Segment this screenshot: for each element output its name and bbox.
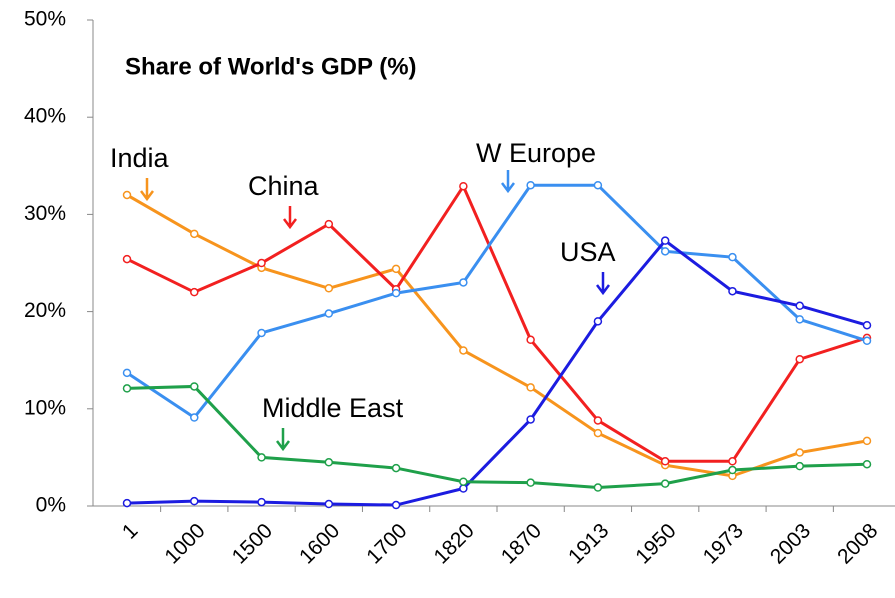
point <box>660 457 670 466</box>
point <box>324 458 334 467</box>
arrow <box>596 272 610 296</box>
point <box>459 278 468 287</box>
y-tick-label: 50% <box>24 8 66 31</box>
point <box>660 479 670 488</box>
point <box>324 309 334 318</box>
series-line <box>126 183 868 420</box>
point <box>795 315 804 324</box>
point <box>526 383 535 392</box>
x-tick-label: 1 <box>118 519 143 544</box>
x-tick-label: 1950 <box>631 519 680 568</box>
point <box>795 461 804 471</box>
point <box>257 328 266 338</box>
point <box>593 180 603 190</box>
series-label: USA <box>560 237 616 267</box>
chart-title: Share of World's GDP (%) <box>125 53 417 80</box>
point <box>324 284 334 293</box>
point <box>795 301 804 311</box>
point <box>526 415 535 424</box>
x-tick-label: 1870 <box>497 519 546 568</box>
point <box>862 436 872 446</box>
x-tick-label: 1913 <box>564 519 613 568</box>
point <box>324 499 334 509</box>
series-line <box>126 238 868 507</box>
point <box>122 498 132 508</box>
point <box>728 457 737 466</box>
y-tick-label: 0% <box>36 494 66 517</box>
point <box>122 384 132 393</box>
series-label: India <box>110 143 170 173</box>
x-tick-label: 1700 <box>362 519 411 568</box>
x-tick-label: 1973 <box>699 519 748 568</box>
point <box>324 219 334 229</box>
point <box>862 320 872 330</box>
series-label: China <box>248 171 320 201</box>
point <box>795 354 804 364</box>
point <box>257 453 266 462</box>
point <box>526 335 535 345</box>
point <box>459 477 468 486</box>
point <box>122 190 132 200</box>
point <box>526 180 535 190</box>
point <box>862 459 872 469</box>
x-tick-label: 2008 <box>833 519 882 568</box>
point <box>122 368 132 378</box>
point <box>122 254 132 264</box>
series-line <box>126 183 868 463</box>
arrow <box>501 170 515 194</box>
series-line <box>126 193 868 478</box>
y-tick-label: 20% <box>24 299 66 322</box>
y-tick-label: 30% <box>24 202 66 225</box>
point <box>459 484 468 493</box>
y-tick-label: 10% <box>24 396 66 419</box>
point <box>190 496 199 506</box>
arrow <box>140 178 154 202</box>
x-tick-label: 1600 <box>295 519 344 568</box>
x-tick-label: 1000 <box>160 519 209 568</box>
point <box>795 448 804 457</box>
series-label: Middle East <box>262 393 404 423</box>
point <box>459 346 468 355</box>
point <box>593 416 603 425</box>
point <box>660 236 670 245</box>
arrow <box>276 428 290 452</box>
point <box>593 483 603 492</box>
point <box>257 258 266 268</box>
point <box>593 428 603 438</box>
point <box>459 181 468 191</box>
point <box>593 317 603 326</box>
point <box>728 286 737 296</box>
arrow <box>283 206 297 230</box>
point <box>728 465 737 475</box>
point <box>660 247 670 256</box>
y-tick-label: 40% <box>24 105 66 128</box>
series-label: W Europe <box>476 138 596 168</box>
arrows <box>140 170 610 452</box>
point <box>190 382 199 391</box>
x-tick-label: 1820 <box>430 519 479 568</box>
point <box>190 413 199 422</box>
x-tick-label: 1500 <box>228 519 277 568</box>
point <box>391 264 401 274</box>
point <box>190 229 199 239</box>
point <box>391 288 401 298</box>
point <box>257 497 266 507</box>
point <box>728 252 737 262</box>
point <box>862 336 872 346</box>
series-line <box>126 384 868 490</box>
point <box>526 478 535 487</box>
x-tick-label: 2003 <box>766 519 815 568</box>
point <box>190 287 199 297</box>
point <box>391 500 401 510</box>
point <box>391 463 401 473</box>
